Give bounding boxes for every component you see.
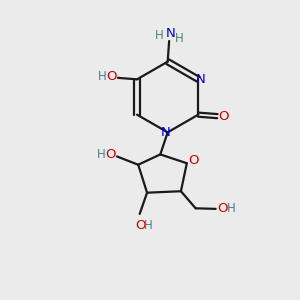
Text: H: H	[97, 148, 106, 161]
Text: O: O	[219, 110, 229, 123]
Text: N: N	[160, 126, 170, 139]
Text: O: O	[106, 70, 116, 83]
Text: H: H	[144, 219, 152, 232]
Text: O: O	[135, 219, 146, 232]
Text: H: H	[155, 29, 164, 42]
Text: O: O	[105, 148, 116, 161]
Text: N: N	[166, 27, 176, 40]
Text: O: O	[217, 202, 228, 215]
Text: N: N	[196, 73, 206, 86]
Text: H: H	[175, 32, 184, 45]
Text: H: H	[98, 70, 107, 83]
Text: H: H	[227, 202, 236, 215]
Text: O: O	[188, 154, 199, 167]
